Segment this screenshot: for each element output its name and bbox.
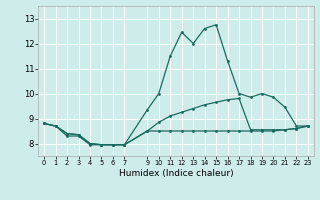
X-axis label: Humidex (Indice chaleur): Humidex (Indice chaleur) [119,169,233,178]
